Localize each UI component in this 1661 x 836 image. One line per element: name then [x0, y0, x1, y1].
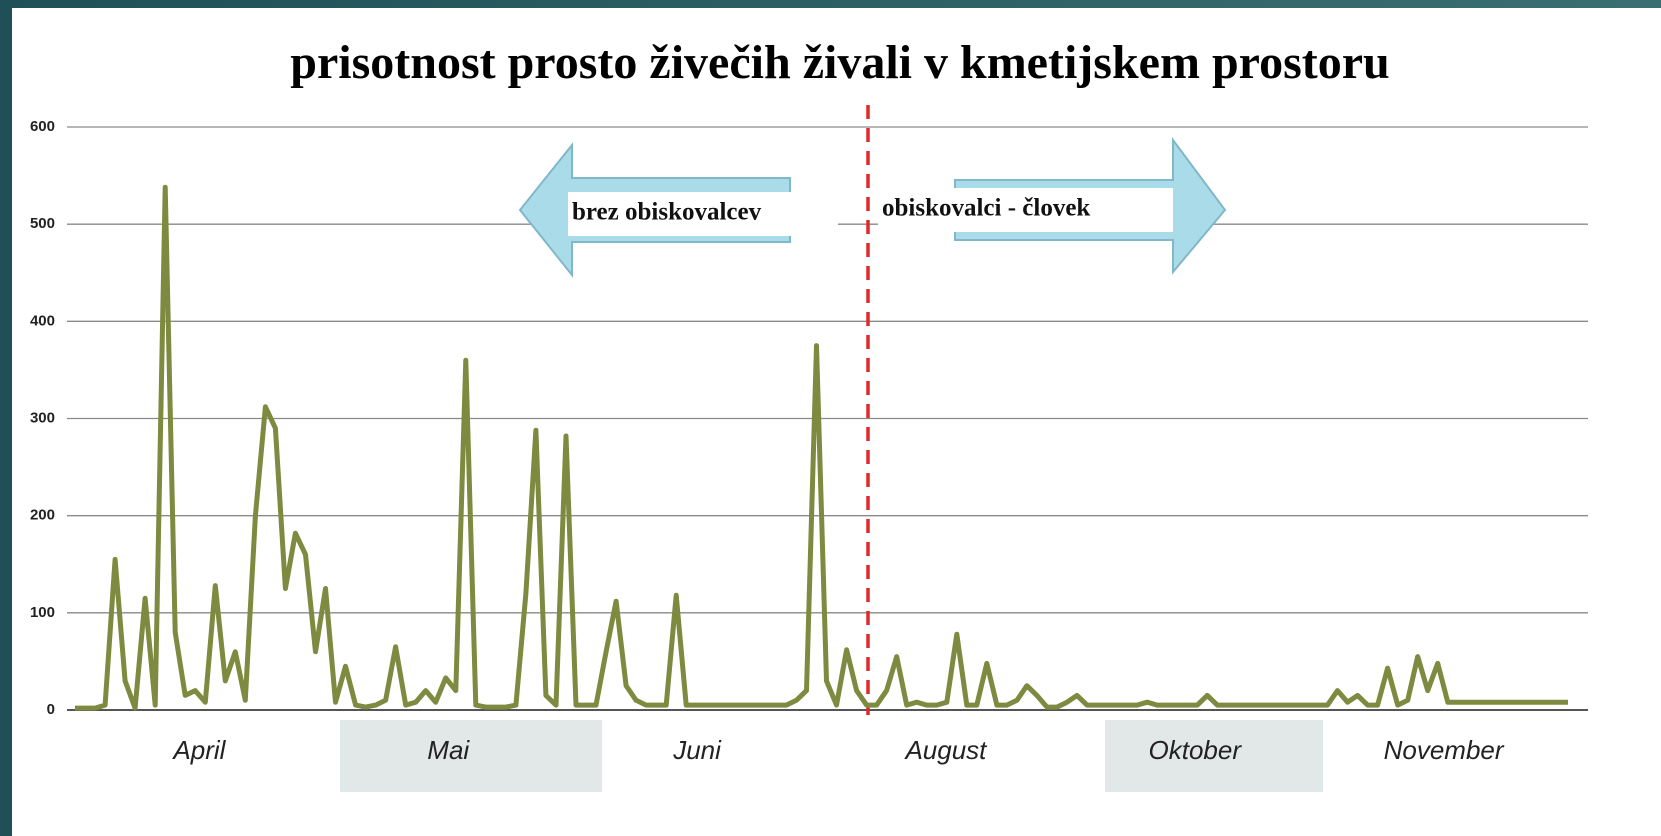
y-tick-label: 500 [30, 215, 55, 232]
label-box [568, 192, 838, 236]
y-tick-label: 300 [30, 409, 55, 426]
month-shade [1105, 720, 1323, 792]
y-tick-label: 0 [47, 701, 55, 718]
canvas [12, 8, 1661, 836]
x-tick-label: November [1384, 735, 1505, 765]
y-tick-label: 200 [30, 507, 55, 524]
x-tick-label: April [171, 735, 226, 765]
label-box [878, 188, 1173, 232]
annotation: brez obiskovalcev [572, 199, 762, 226]
y-tick-label: 100 [30, 604, 55, 621]
data-line [75, 184, 1568, 711]
x-tick-label: Mai [427, 735, 470, 765]
y-tick-label: 600 [30, 118, 55, 135]
x-tick-label: Oktober [1149, 735, 1243, 765]
x-tick-label: August [903, 735, 988, 765]
annotation: obiskovalci - človek [882, 195, 1090, 222]
chart-title: prisotnost prosto živečih živali v kmeti… [290, 36, 1390, 89]
month-shade [340, 720, 602, 792]
plot-area: 0 100 200 300 400 500 600 April Mai Juni August Okt… [30, 105, 1588, 765]
y-tick-label: 400 [30, 312, 55, 329]
x-tick-label: Juni [672, 735, 722, 765]
